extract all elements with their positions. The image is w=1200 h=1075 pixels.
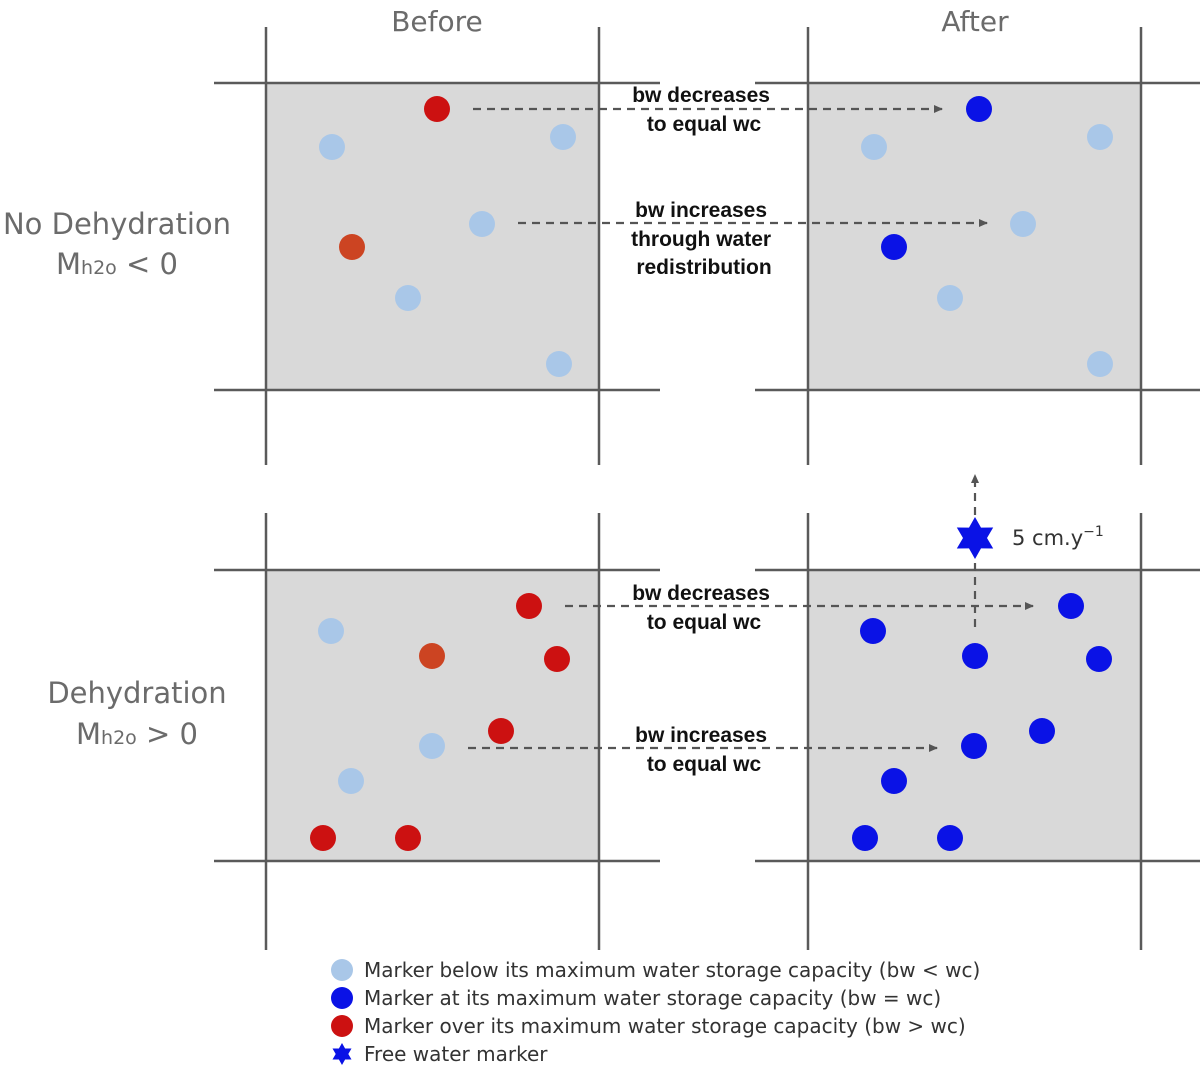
marker-before-top-over-icon bbox=[339, 234, 365, 260]
cell-before-no-dehydration bbox=[266, 83, 599, 390]
legend-label-below: Marker below its maximum water storage c… bbox=[364, 958, 980, 982]
column-title-before: Before bbox=[391, 5, 483, 38]
marker-before-bottom-over-icon bbox=[419, 643, 445, 669]
free-water-star-icon bbox=[956, 517, 994, 559]
cell-after-dehydration bbox=[808, 570, 1141, 861]
row-title-no-dehydration: No Dehydration bbox=[3, 207, 231, 241]
legend-marker-below-icon bbox=[331, 959, 353, 981]
cell-after-no-dehydration bbox=[808, 83, 1141, 390]
marker-before-bottom-over-icon bbox=[544, 646, 570, 672]
marker-before-top-over-icon bbox=[424, 96, 450, 122]
marker-before-bottom-over-icon bbox=[310, 825, 336, 851]
marker-after-bottom-at-icon bbox=[937, 825, 963, 851]
marker-before-top-below-icon bbox=[469, 211, 495, 237]
marker-after-bottom-at-icon bbox=[962, 643, 988, 669]
annotation-bottom-increase: bw increases to equal wc bbox=[635, 724, 773, 776]
marker-before-top-below-icon bbox=[319, 134, 345, 160]
grid-before-dehydration bbox=[214, 513, 660, 950]
marker-before-top-below-icon bbox=[550, 124, 576, 150]
grid-after-dehydration bbox=[755, 513, 1200, 950]
row-condition-dehydration: Mh2o > 0 bbox=[76, 717, 198, 751]
legend-free-water-star-icon bbox=[332, 1043, 352, 1065]
grid-after-no-dehydration bbox=[755, 27, 1200, 465]
marker-after-top-below-icon bbox=[861, 134, 887, 160]
marker-after-bottom-at-icon bbox=[961, 733, 987, 759]
marker-before-top-below-icon bbox=[546, 351, 572, 377]
marker-after-top-below-icon bbox=[1087, 124, 1113, 150]
annotation-top-decrease: bw decreases to equal wc bbox=[632, 84, 776, 136]
legend-label-free: Free water marker bbox=[364, 1042, 548, 1066]
marker-before-bottom-below-icon bbox=[318, 618, 344, 644]
marker-before-top-below-icon bbox=[395, 285, 421, 311]
marker-after-bottom-at-icon bbox=[1086, 646, 1112, 672]
row-condition-no-dehydration: Mh2o < 0 bbox=[56, 247, 178, 281]
marker-after-bottom-at-icon bbox=[881, 768, 907, 794]
marker-after-bottom-at-icon bbox=[1029, 718, 1055, 744]
marker-after-top-below-icon bbox=[937, 285, 963, 311]
marker-after-top-below-icon bbox=[1010, 211, 1036, 237]
legend: Marker below its maximum water storage c… bbox=[331, 958, 980, 1066]
annotation-bottom-decrease: bw decreases to equal wc bbox=[632, 582, 776, 634]
cell-before-dehydration bbox=[266, 570, 599, 861]
row-title-dehydration: Dehydration bbox=[47, 676, 226, 710]
marker-after-bottom-at-icon bbox=[852, 825, 878, 851]
marker-after-top-below-icon bbox=[1087, 351, 1113, 377]
legend-label-over: Marker over its maximum water storage ca… bbox=[364, 1014, 966, 1038]
annotation-top-increase: bw increases through water redistributio… bbox=[631, 199, 777, 279]
markers bbox=[310, 96, 1113, 851]
column-title-after: After bbox=[941, 5, 1009, 38]
marker-after-bottom-at-icon bbox=[860, 618, 886, 644]
marker-before-bottom-below-icon bbox=[419, 733, 445, 759]
grid-before-no-dehydration bbox=[214, 27, 660, 465]
marker-after-top-at-icon bbox=[966, 96, 992, 122]
marker-after-top-at-icon bbox=[881, 234, 907, 260]
marker-before-bottom-over-icon bbox=[395, 825, 421, 851]
legend-marker-at-icon bbox=[331, 987, 353, 1009]
legend-label-at: Marker at its maximum water storage capa… bbox=[364, 986, 941, 1010]
free-water-rate: 5 cm.y−1 bbox=[1012, 524, 1104, 550]
marker-after-bottom-at-icon bbox=[1058, 593, 1084, 619]
marker-before-bottom-over-icon bbox=[516, 593, 542, 619]
marker-before-bottom-over-icon bbox=[488, 718, 514, 744]
legend-marker-over-icon bbox=[331, 1015, 353, 1037]
marker-before-bottom-below-icon bbox=[338, 768, 364, 794]
